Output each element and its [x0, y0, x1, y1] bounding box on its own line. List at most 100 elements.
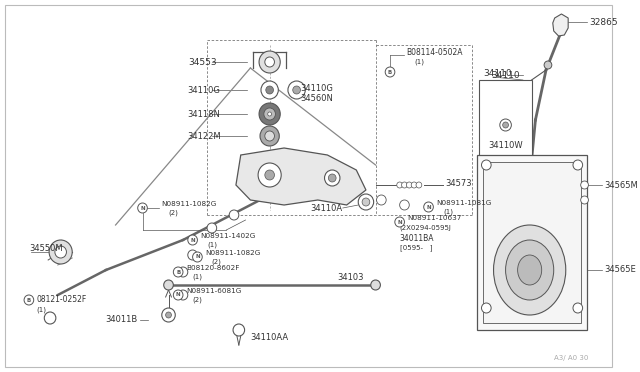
Circle shape	[502, 122, 508, 128]
Ellipse shape	[518, 255, 541, 285]
Circle shape	[265, 57, 275, 67]
Circle shape	[385, 67, 395, 77]
Text: N08911-1082G: N08911-1082G	[161, 201, 216, 207]
Circle shape	[178, 290, 188, 300]
Text: 32865: 32865	[589, 17, 618, 26]
Circle shape	[362, 198, 370, 206]
Circle shape	[424, 202, 433, 212]
Text: B08114-0502A: B08114-0502A	[406, 48, 463, 57]
Circle shape	[292, 86, 300, 94]
Polygon shape	[236, 148, 366, 205]
Circle shape	[397, 182, 403, 188]
Text: 34560N: 34560N	[300, 93, 333, 103]
Text: 34122M: 34122M	[188, 131, 221, 141]
Circle shape	[193, 252, 202, 262]
Circle shape	[259, 103, 280, 125]
Text: A3/ A0 30: A3/ A0 30	[554, 355, 588, 361]
Text: N: N	[397, 219, 402, 224]
Circle shape	[371, 280, 380, 290]
Text: 34573: 34573	[445, 179, 472, 187]
Circle shape	[573, 160, 582, 170]
Text: N08911-1402G: N08911-1402G	[200, 233, 256, 239]
Circle shape	[481, 303, 491, 313]
Circle shape	[229, 210, 239, 220]
Text: B08120-8602F: B08120-8602F	[186, 265, 239, 271]
Text: N: N	[190, 237, 195, 243]
Text: 34110: 34110	[484, 68, 513, 77]
Circle shape	[416, 182, 422, 188]
Text: 34110G: 34110G	[300, 83, 333, 93]
Circle shape	[162, 308, 175, 322]
Circle shape	[55, 246, 67, 258]
Circle shape	[401, 182, 407, 188]
Circle shape	[188, 250, 197, 260]
Circle shape	[264, 108, 275, 120]
Text: (2): (2)	[193, 297, 202, 303]
Circle shape	[399, 200, 409, 210]
Circle shape	[259, 51, 280, 73]
Text: (1): (1)	[414, 59, 424, 65]
Circle shape	[376, 195, 386, 205]
Circle shape	[544, 61, 552, 69]
Text: 34565M: 34565M	[604, 180, 637, 189]
Text: (1): (1)	[36, 307, 47, 313]
Text: 34110A: 34110A	[310, 203, 343, 212]
Circle shape	[324, 170, 340, 186]
Circle shape	[138, 203, 147, 213]
Text: [0595-   ]: [0595- ]	[399, 245, 432, 251]
Text: B: B	[388, 70, 392, 74]
Text: 34110W: 34110W	[488, 141, 523, 150]
Text: B: B	[176, 269, 180, 275]
Text: 34110: 34110	[491, 71, 520, 80]
Text: N08911-6081G: N08911-6081G	[186, 288, 241, 294]
Ellipse shape	[506, 240, 554, 300]
Text: 34118N: 34118N	[188, 109, 221, 119]
Text: N08911-1082G: N08911-1082G	[205, 250, 260, 256]
Circle shape	[178, 267, 188, 277]
Circle shape	[207, 223, 217, 233]
Ellipse shape	[493, 225, 566, 315]
Circle shape	[24, 295, 34, 305]
Circle shape	[412, 182, 417, 188]
Circle shape	[580, 181, 588, 189]
Text: (2): (2)	[212, 259, 221, 265]
Text: 34553: 34553	[188, 58, 216, 67]
Text: N08911-1081G: N08911-1081G	[436, 200, 492, 206]
Circle shape	[288, 81, 305, 99]
Text: N: N	[426, 205, 431, 209]
Circle shape	[233, 324, 244, 336]
Circle shape	[260, 126, 279, 146]
Circle shape	[395, 217, 404, 227]
Circle shape	[49, 240, 72, 264]
Circle shape	[573, 303, 582, 313]
Circle shape	[261, 81, 278, 99]
Text: (1): (1)	[193, 274, 203, 280]
Circle shape	[188, 235, 197, 245]
Text: N08911-10637: N08911-10637	[407, 215, 461, 221]
Text: N: N	[140, 205, 145, 211]
Circle shape	[265, 170, 275, 180]
Circle shape	[406, 182, 412, 188]
Text: (1): (1)	[443, 209, 453, 215]
Text: 34565E: 34565E	[604, 266, 636, 275]
Circle shape	[258, 163, 281, 187]
Text: (1): (1)	[207, 242, 217, 248]
Text: (2X0294-0595J: (2X0294-0595J	[399, 225, 452, 231]
Polygon shape	[553, 14, 568, 36]
Circle shape	[481, 160, 491, 170]
Circle shape	[268, 112, 271, 116]
Circle shape	[580, 196, 588, 204]
Text: N: N	[195, 254, 200, 260]
Text: 34011B: 34011B	[106, 315, 138, 324]
Text: B: B	[27, 298, 31, 302]
Bar	[483, 162, 580, 323]
Text: 34103: 34103	[337, 273, 364, 282]
Circle shape	[328, 174, 336, 182]
Text: 34011BA: 34011BA	[399, 234, 434, 243]
Text: 34110AA: 34110AA	[250, 334, 289, 343]
Text: (2): (2)	[168, 210, 179, 216]
Text: 34550M: 34550M	[29, 244, 63, 253]
Circle shape	[358, 194, 374, 210]
Circle shape	[500, 119, 511, 131]
Circle shape	[265, 131, 275, 141]
